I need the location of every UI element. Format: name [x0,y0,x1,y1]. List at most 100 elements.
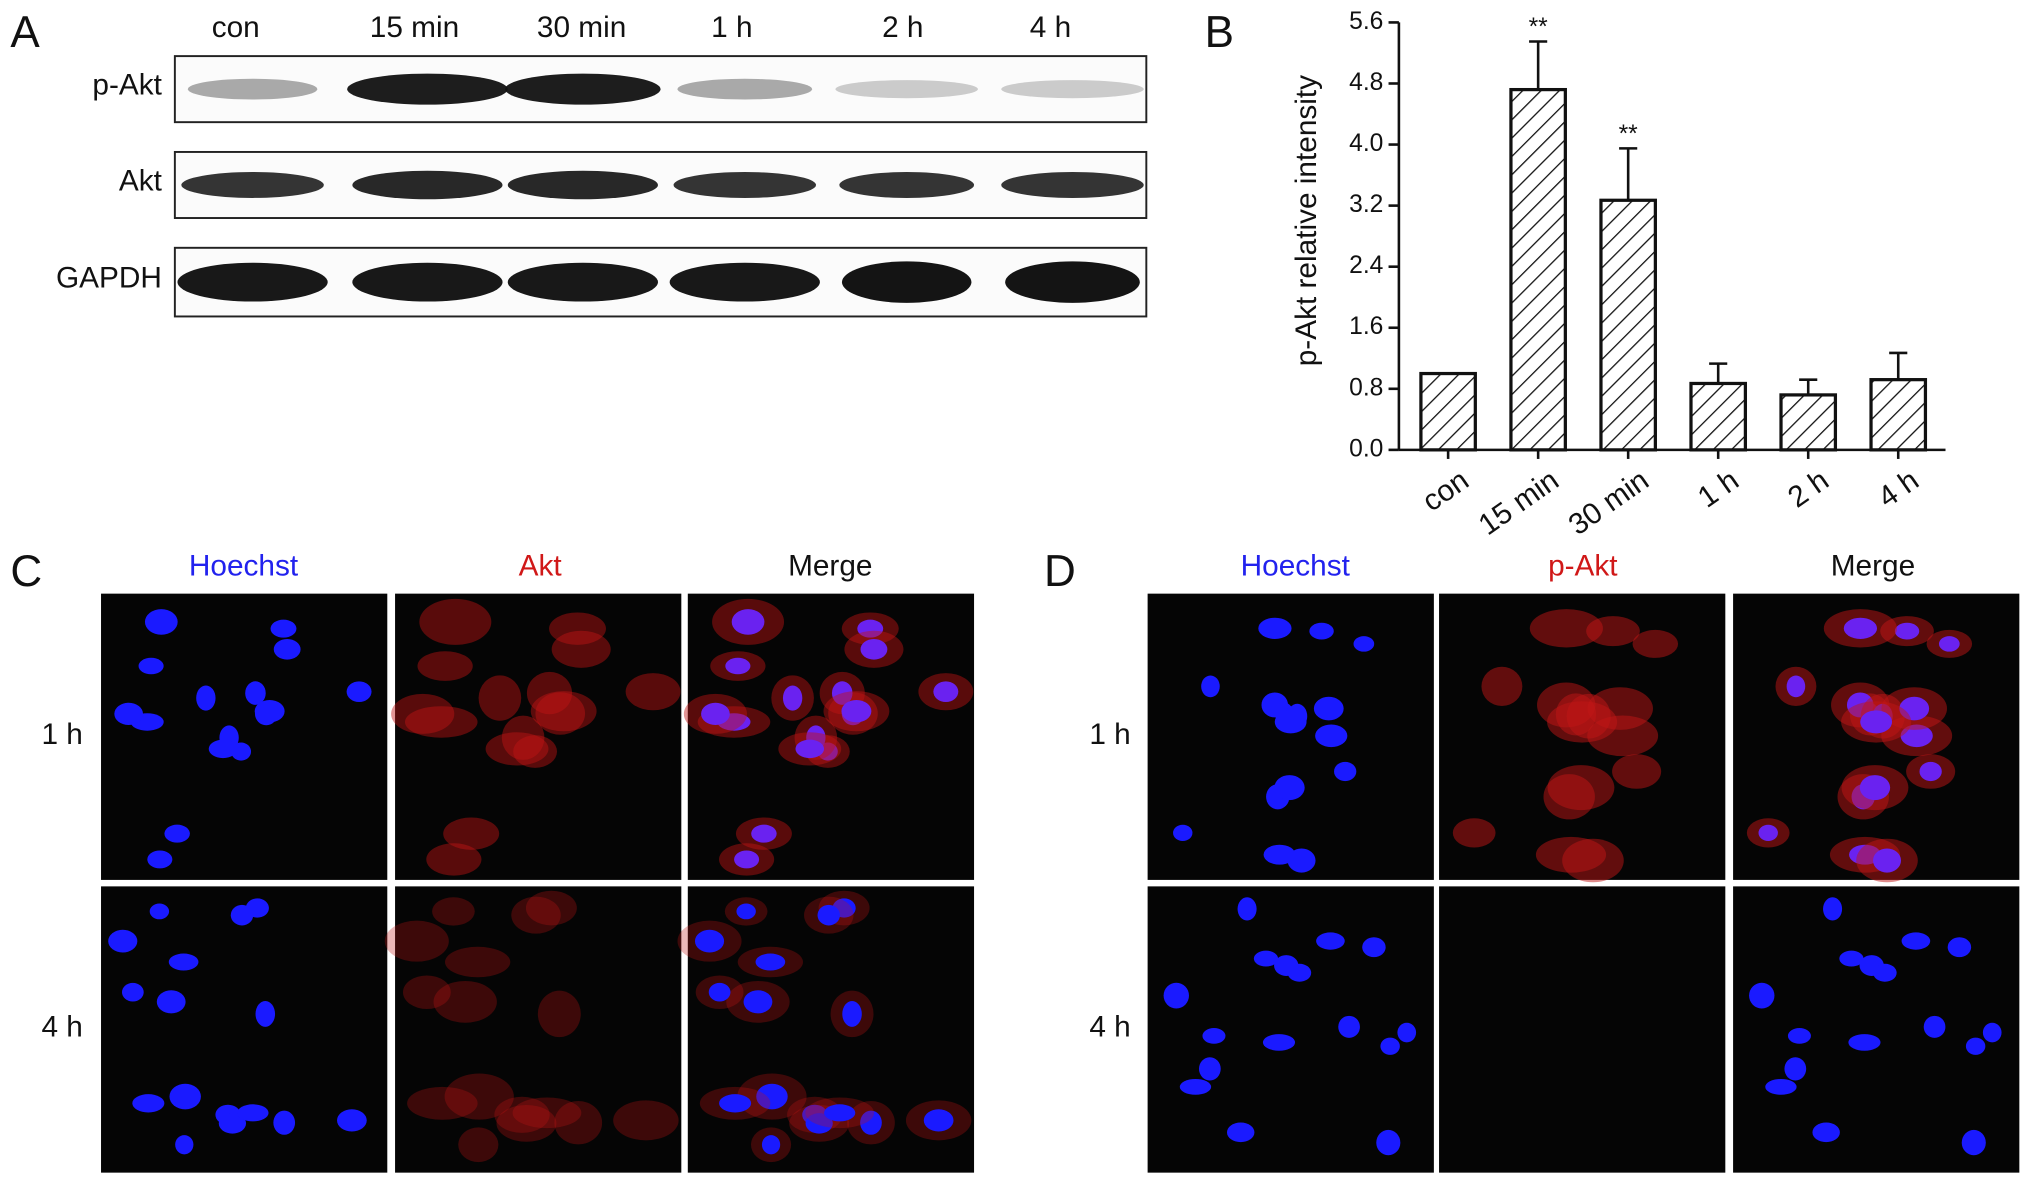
cell-signal [417,651,473,681]
y-tick-label: 4.8 [1349,69,1383,96]
y-tick-label: 3.2 [1349,191,1383,218]
y-tick-label: 0.0 [1349,435,1383,462]
column-label: Merge [788,550,872,583]
cell-signal [511,896,561,934]
lane-label: 1 h [711,11,752,44]
y-axis-label: p-Akt relative intensity [1290,75,1323,366]
nucleus [175,1135,194,1155]
blot-box [173,150,1148,219]
nucleus [1812,1122,1840,1143]
nucleus [1261,692,1289,718]
significance-label: ** [1529,14,1549,41]
nucleus [1894,622,1920,640]
cell-signal [526,671,573,715]
nucleus [1287,963,1312,982]
cell-signal [613,1100,679,1141]
band [841,261,972,303]
micrograph [101,593,388,880]
nucleus [817,904,840,926]
nucleus [1163,982,1189,1009]
nucleus [255,1001,276,1027]
nucleus [1397,1022,1417,1043]
band [835,80,978,99]
cell-signal [458,1127,499,1163]
nucleus [1258,617,1292,639]
nucleus [701,702,730,725]
nucleus [857,619,884,638]
nucleus [1274,775,1305,801]
nucleus [755,953,786,971]
nucleus [1376,1129,1401,1156]
cell-signal [496,1105,557,1142]
cell-signal [537,990,581,1038]
nucleus [1859,775,1891,801]
cell-signal [535,692,586,735]
x-tick-label: 4 h [1872,464,1925,515]
nucleus [1938,636,1960,652]
blot-box [173,246,1148,318]
significance-label: ** [1619,121,1639,148]
cell-signal [625,673,681,711]
band [839,172,975,198]
nucleus [1315,724,1348,748]
band [1005,261,1140,303]
nucleus [782,685,803,711]
band [1001,172,1144,198]
cell-signal [1452,818,1496,848]
nucleus [842,1001,862,1027]
nucleus [1237,897,1257,921]
band [181,172,324,198]
cell-signal [433,980,497,1023]
nucleus [196,685,216,711]
nucleus [1919,761,1942,782]
nucleus [1287,848,1316,873]
panel-letter: B [1205,8,1234,57]
nucleus [1786,675,1806,698]
nucleus [1253,950,1279,967]
nucleus [1749,982,1775,1009]
column-label: Akt [519,550,563,583]
nucleus [756,1083,788,1110]
band [677,78,813,100]
nucleus [144,609,178,635]
nucleus [169,1083,201,1110]
lane-label: 2 h [882,11,923,44]
nucleus [1334,761,1357,782]
cell-signal [384,920,449,962]
nucleus [831,681,853,705]
nucleus [270,619,297,638]
nucleus [860,1110,882,1135]
nucleus [1758,824,1778,841]
nucleus [933,681,959,703]
nucleus [164,824,190,843]
cell-signal [391,693,455,734]
nucleus [254,700,285,723]
cell-signal [402,975,451,1009]
row-label: p-Akt [92,68,162,101]
nucleus [761,1135,781,1155]
nucleus [1982,1022,2002,1043]
lane-label: 30 min [537,11,626,44]
nucleus [114,702,144,725]
nucleus [273,1110,296,1135]
nucleus [1784,1057,1807,1081]
nucleus [1848,1034,1881,1051]
nucleus [1765,1078,1797,1095]
nucleus [1901,932,1931,950]
nucleus [218,1113,247,1134]
x-tick-label: 2 h [1782,464,1835,515]
column-label: Hoechst [1241,550,1351,583]
nucleus [1309,622,1334,640]
cell-signal [530,691,597,732]
nucleus [1839,950,1864,967]
micrograph [395,593,682,880]
band [352,170,503,200]
nucleus [1900,724,1933,748]
row-label: 1 h [41,718,82,751]
band [505,73,661,105]
nucleus [237,1104,269,1122]
nucleus [734,850,760,869]
nucleus [156,990,186,1014]
row-label: Akt [119,164,163,197]
